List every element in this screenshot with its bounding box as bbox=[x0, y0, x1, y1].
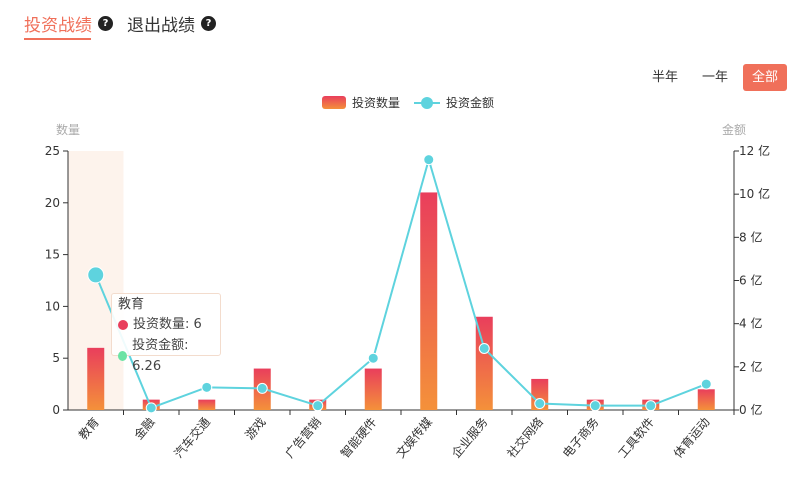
bar bbox=[87, 347, 105, 410]
left-tick-label: 25 bbox=[45, 144, 60, 158]
right-tick-label: 10 亿 bbox=[739, 186, 770, 201]
bar bbox=[475, 316, 493, 410]
left-axis-title: 数量 bbox=[56, 122, 80, 137]
right-tick-label: 8 亿 bbox=[739, 229, 762, 244]
category-label: 电子商务 bbox=[559, 414, 601, 460]
right-tick-label: 6 亿 bbox=[739, 273, 762, 288]
tab-exit-record[interactable]: 退出战绩 ? bbox=[127, 9, 216, 37]
legend-bar-swatch bbox=[322, 96, 346, 109]
period-half-year-button[interactable]: 半年 bbox=[651, 70, 678, 85]
help-icon[interactable]: ? bbox=[201, 15, 216, 31]
right-tick-label: 2 亿 bbox=[739, 359, 762, 374]
amount-point bbox=[645, 400, 657, 412]
left-tick-label: 0 bbox=[52, 403, 60, 417]
category-label: 金融 bbox=[131, 414, 158, 442]
right-tick-label: 0 亿 bbox=[739, 402, 762, 417]
bar bbox=[364, 368, 382, 410]
right-axis-title: 金额 bbox=[722, 122, 746, 137]
left-tick-label: 5 bbox=[52, 351, 60, 365]
tooltip-dot-amount bbox=[118, 351, 128, 361]
tab-bar: 投资战绩 ? 退出战绩 ? bbox=[24, 8, 230, 40]
category-label: 企业服务 bbox=[448, 414, 490, 460]
amount-point bbox=[700, 378, 712, 390]
amount-point bbox=[256, 382, 268, 394]
left-tick-label: 15 bbox=[45, 248, 60, 262]
tab-exit-record-label: 退出战绩 bbox=[127, 15, 195, 36]
amount-point bbox=[145, 402, 157, 414]
amount-point bbox=[201, 381, 213, 393]
category-label: 体育运动 bbox=[670, 414, 712, 460]
tab-investment-record-label: 投资战绩 bbox=[24, 15, 92, 36]
legend-label-amount: 投资金额 bbox=[446, 96, 495, 110]
tab-investment-record[interactable]: 投资战绩 ? bbox=[24, 9, 113, 40]
legend-item-count[interactable]: 投资数量 bbox=[322, 94, 400, 111]
period-selector: 半年 一年 全部 bbox=[637, 64, 787, 91]
tooltip-count-text: 投资数量: 6 bbox=[133, 317, 202, 332]
category-label: 广告营销 bbox=[282, 415, 324, 461]
amount-point bbox=[367, 352, 379, 364]
legend-line-swatch bbox=[414, 96, 441, 109]
amount-line bbox=[94, 156, 707, 410]
category-label: 智能硬件 bbox=[337, 414, 379, 460]
amount-point bbox=[423, 154, 435, 166]
period-all-button[interactable]: 全部 bbox=[742, 64, 787, 91]
category-label: 汽车交通 bbox=[171, 414, 213, 460]
tooltip-amount-text: 投资金额: 6.26 bbox=[132, 338, 189, 374]
chart-tooltip: 教育 投资数量: 6 投资金额: 6.26 bbox=[111, 293, 221, 374]
period-one-year-button[interactable]: 一年 bbox=[701, 70, 728, 85]
legend-label-count: 投资数量 bbox=[352, 96, 401, 110]
tooltip-row-count: 投资数量: 6 bbox=[118, 314, 214, 335]
tooltip-row-amount: 投资金额: 6.26 bbox=[118, 335, 214, 377]
left-tick-label: 20 bbox=[45, 196, 60, 210]
category-label: 工具软件 bbox=[615, 415, 657, 461]
right-tick-label: 12 亿 bbox=[739, 143, 770, 158]
category-label: 游戏 bbox=[242, 415, 268, 442]
legend-item-amount[interactable]: 投资金额 bbox=[414, 94, 494, 111]
bar bbox=[198, 399, 216, 410]
amount-point bbox=[589, 400, 601, 412]
category-label: 社交网络 bbox=[504, 414, 546, 460]
left-tick-label: 10 bbox=[45, 299, 60, 313]
bar bbox=[697, 389, 715, 410]
amount-point bbox=[87, 266, 105, 284]
help-icon[interactable]: ? bbox=[98, 15, 113, 31]
amount-point bbox=[534, 398, 546, 410]
bar bbox=[420, 192, 438, 410]
right-tick-label: 4 亿 bbox=[739, 316, 762, 331]
category-label: 教育 bbox=[75, 414, 102, 442]
amount-point bbox=[478, 342, 490, 354]
category-label: 文娱传媒 bbox=[393, 414, 435, 460]
tooltip-title: 教育 bbox=[118, 297, 145, 312]
tooltip-dot-count bbox=[118, 319, 128, 330]
chart-legend: 投资数量 投资金额 bbox=[322, 94, 508, 111]
amount-point bbox=[312, 400, 324, 412]
